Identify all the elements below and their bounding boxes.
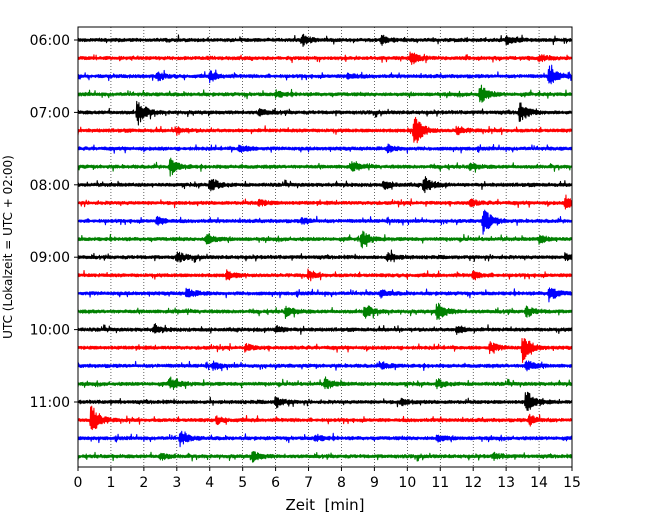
seismogram-trace xyxy=(77,84,573,103)
seismogram-trace xyxy=(77,450,573,463)
x-axis: 0 1 2 3 4 5 6 7 8 9 10 11 12 13 14 15 xyxy=(74,467,581,491)
y-axis: 06:00 07:00 08:00 09:00 10:00 11:00 xyxy=(30,33,78,411)
seismogram-trace xyxy=(77,209,573,235)
y-tick-label: 11:00 xyxy=(30,395,70,411)
seismogram-trace xyxy=(77,51,573,65)
x-tick-label: 2 xyxy=(139,475,148,491)
x-tick-label: 13 xyxy=(497,475,515,491)
seismogram-trace xyxy=(77,391,573,412)
x-tick-label: 1 xyxy=(106,475,115,491)
seismogram-trace xyxy=(77,268,573,282)
trace-layer xyxy=(77,33,573,463)
seismogram-trace xyxy=(77,430,573,448)
seismogram-trace xyxy=(77,176,573,194)
seismogram-trace xyxy=(77,33,573,47)
seismogram-trace xyxy=(77,230,573,249)
seismogram-trace xyxy=(77,323,573,335)
x-tick-label: 10 xyxy=(398,475,416,491)
seismogram-trace xyxy=(77,157,573,177)
seismogram-trace xyxy=(77,249,573,263)
seismogram-trace xyxy=(77,100,573,126)
y-tick-label: 09:00 xyxy=(30,250,70,266)
seismogram-trace xyxy=(77,64,573,85)
seismogram-trace xyxy=(77,143,573,154)
seismogram-trace xyxy=(77,338,573,364)
seismogram-trace xyxy=(77,116,573,144)
x-tick-label: 14 xyxy=(530,475,548,491)
y-tick-label: 10:00 xyxy=(30,323,70,339)
y-tick-label: 06:00 xyxy=(30,33,70,49)
seismogram-trace xyxy=(77,287,573,303)
plot-frame xyxy=(77,26,573,468)
y-tick-label: 07:00 xyxy=(30,105,70,121)
x-tick-label: 12 xyxy=(464,475,482,491)
y-tick-label: 08:00 xyxy=(30,178,70,194)
x-tick-label: 15 xyxy=(563,475,581,491)
seismogram-trace xyxy=(77,405,573,431)
x-axis-label: Zeit [min] xyxy=(285,496,364,514)
x-tick-label: 11 xyxy=(431,475,449,491)
seismogram-trace xyxy=(77,360,573,372)
seismogram-trace xyxy=(77,302,573,321)
grid-layer xyxy=(110,27,540,467)
x-tick-label: 9 xyxy=(370,475,379,491)
x-tick-label: 4 xyxy=(205,475,214,491)
seismogram-trace xyxy=(77,376,573,391)
x-tick-label: 0 xyxy=(74,475,83,491)
x-tick-label: 6 xyxy=(271,475,280,491)
x-tick-label: 3 xyxy=(172,475,181,491)
x-tick-label: 5 xyxy=(238,475,247,491)
x-tick-label: 8 xyxy=(337,475,346,491)
seismogram-trace xyxy=(77,194,573,210)
y-axis-label: UTC (Lokalzeit = UTC + 02:00) xyxy=(1,155,15,339)
x-tick-label: 7 xyxy=(304,475,313,491)
